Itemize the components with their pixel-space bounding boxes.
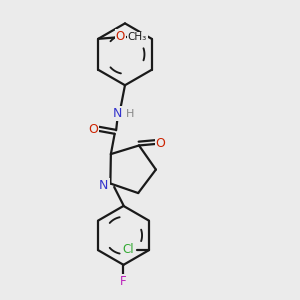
Text: F: F: [120, 274, 127, 287]
Text: H: H: [126, 109, 134, 119]
Text: O: O: [88, 123, 98, 136]
Text: Cl: Cl: [123, 243, 134, 256]
Text: O: O: [156, 136, 165, 150]
Text: N: N: [99, 179, 109, 192]
Text: N: N: [113, 107, 122, 120]
Text: O: O: [116, 30, 125, 43]
Text: CH₃: CH₃: [128, 32, 147, 42]
